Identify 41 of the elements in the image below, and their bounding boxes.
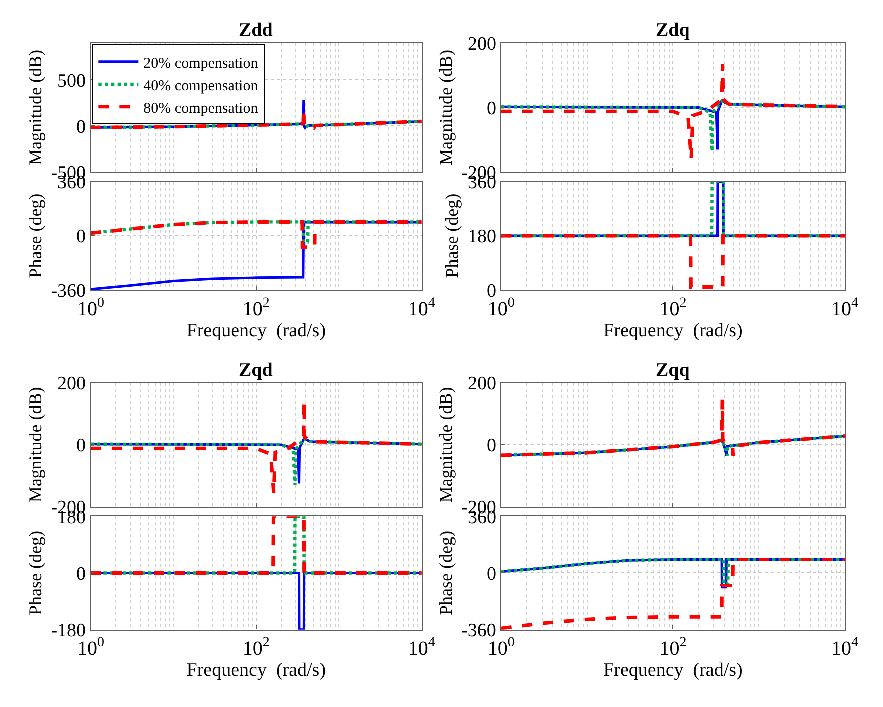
y-axis-title: Magnitude (dB) — [436, 387, 456, 503]
chart-title: Zdd — [239, 20, 274, 41]
x-axis-title: Frequency (rad/s) — [186, 320, 326, 342]
x-axis-title: Frequency (rad/s) — [604, 320, 743, 342]
x-tick-label: 10$^{2}$ — [242, 636, 270, 660]
x-tick-label: 10$^{4}$ — [408, 636, 436, 660]
y-axis-title: Phase (deg) — [25, 194, 46, 278]
chart-title: Zqq — [656, 360, 690, 381]
y-tick-label: 500 — [58, 70, 86, 92]
y-tick-label: -360 — [51, 280, 86, 302]
y-tick-label: 0 — [76, 436, 86, 457]
chart-title: Zdq — [656, 20, 690, 41]
y-tick-label: 200 — [468, 34, 496, 55]
y-tick-label: 0 — [76, 226, 86, 248]
y-tick-label: 0 — [486, 280, 496, 302]
x-axis-title: Frequency (rad/s) — [604, 660, 743, 681]
x-tick-label: 10$^{4}$ — [832, 296, 859, 320]
legend-label: 20% compensation — [144, 56, 259, 72]
x-tick-label: 10$^{2}$ — [242, 296, 270, 320]
y-tick-label: 0 — [76, 116, 86, 138]
y-axis-title: Phase (deg) — [436, 530, 456, 616]
y-tick-label: 0 — [76, 564, 86, 585]
x-tick-label: 10$^{2}$ — [660, 296, 687, 320]
y-tick-label: 200 — [58, 374, 86, 395]
legend-label: 40% compensation — [144, 78, 259, 94]
y-tick-label: 200 — [468, 374, 496, 395]
legend-label: 80% compensation — [144, 100, 259, 117]
y-axis-title: Phase (deg) — [442, 194, 462, 278]
y-tick-label: 180 — [468, 226, 496, 248]
y-axis-title: Magnitude (dB) — [25, 387, 46, 503]
x-tick-label: 10$^{2}$ — [660, 636, 687, 660]
y-axis-title: Magnitude (dB) — [436, 50, 456, 166]
x-tick-label: 10$^{4}$ — [832, 636, 859, 660]
chart-title: Zqd — [239, 360, 274, 381]
y-tick-label: 0 — [486, 436, 496, 457]
x-tick-label: 10$^{4}$ — [408, 296, 436, 320]
y-tick-label: 0 — [486, 564, 496, 585]
y-tick-label: 0 — [486, 98, 496, 120]
y-axis-title: Phase (deg) — [25, 530, 46, 616]
y-axis-title: Magnitude (dB) — [25, 50, 46, 166]
x-axis-title: Frequency (rad/s) — [186, 660, 326, 681]
